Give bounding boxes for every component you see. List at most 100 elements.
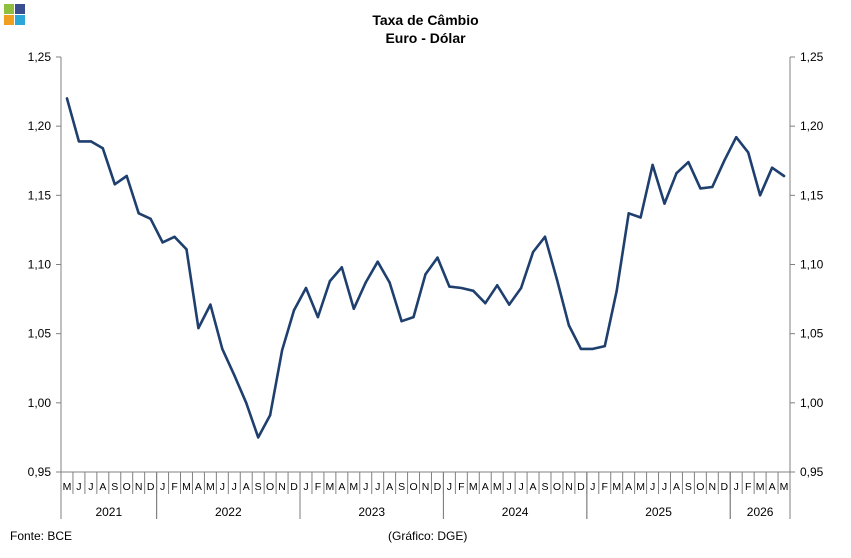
data-point <box>770 166 774 169</box>
chart-title: Taxa de Câmbio <box>372 12 479 28</box>
data-point <box>89 140 93 143</box>
data-point <box>256 436 260 439</box>
month-label: S <box>255 481 262 493</box>
data-point <box>567 324 571 327</box>
series-line <box>65 97 786 439</box>
month-label: J <box>363 481 368 493</box>
data-point <box>639 216 642 219</box>
month-label: N <box>709 481 717 493</box>
month-label: S <box>685 481 692 493</box>
month-label: J <box>303 481 308 493</box>
data-point <box>77 140 81 143</box>
month-label: J <box>590 481 595 493</box>
month-label: A <box>625 481 632 493</box>
month-label: N <box>278 481 286 493</box>
data-point <box>233 373 236 377</box>
month-label: J <box>507 481 512 493</box>
data-point <box>436 256 439 259</box>
year-label: 2024 <box>502 505 529 519</box>
month-label: M <box>63 481 72 493</box>
data-point <box>687 160 690 164</box>
data-point <box>328 279 332 283</box>
y-tick-label-right: 1,15 <box>800 188 824 202</box>
data-point <box>531 250 535 254</box>
data-point <box>484 302 487 305</box>
data-point <box>711 185 714 189</box>
data-point <box>496 284 499 287</box>
month-label: M <box>493 481 502 493</box>
data-point <box>448 285 451 288</box>
data-point <box>627 212 630 215</box>
data-point <box>304 286 308 290</box>
month-label: F <box>315 481 321 493</box>
year-label: 2025 <box>645 505 672 519</box>
month-label: M <box>780 481 789 493</box>
y-tick-label-left: 1,00 <box>28 396 52 410</box>
y-tick-label-left: 1,05 <box>28 327 52 341</box>
month-label: O <box>123 481 131 493</box>
month-label: A <box>482 481 489 493</box>
month-label: J <box>518 481 523 493</box>
data-point <box>161 241 164 244</box>
month-label: A <box>338 481 345 493</box>
data-point <box>340 266 344 269</box>
y-tick-label-right: 0,95 <box>800 465 824 479</box>
month-label: J <box>160 481 165 493</box>
y-tick-label-left: 1,10 <box>28 258 52 272</box>
month-label: D <box>577 481 585 493</box>
y-tick-label-left: 1,20 <box>28 119 52 133</box>
y-tick-label-left: 1,25 <box>28 50 52 64</box>
y-tick-label-right: 1,05 <box>800 327 824 341</box>
year-label: 2026 <box>747 505 774 519</box>
data-point <box>555 278 559 281</box>
month-label: A <box>243 481 250 493</box>
month-label: F <box>171 481 177 493</box>
data-point <box>209 303 212 306</box>
month-label: M <box>756 481 765 493</box>
data-point <box>280 349 284 352</box>
month-label: M <box>469 481 478 493</box>
month-label: S <box>398 481 405 493</box>
data-point <box>663 202 666 205</box>
data-point <box>472 289 475 292</box>
month-label: F <box>602 481 608 493</box>
month-label: M <box>206 481 215 493</box>
data-point <box>173 235 176 239</box>
data-point <box>699 187 702 190</box>
data-point <box>782 174 786 178</box>
month-label: O <box>266 481 274 493</box>
data-point <box>507 303 511 306</box>
month-label: N <box>422 481 430 493</box>
logo-icon <box>4 4 25 25</box>
data-point <box>268 414 272 417</box>
month-label: F <box>458 481 464 493</box>
data-point <box>579 347 583 351</box>
y-tick-label-right: 1,10 <box>800 258 824 272</box>
month-label: N <box>135 481 143 493</box>
month-label: M <box>326 481 335 493</box>
y-tick-label-left: 0,95 <box>28 465 52 479</box>
data-point <box>65 97 69 100</box>
month-label: M <box>349 481 358 493</box>
chart-subtitle: Euro - Dólar <box>385 30 466 46</box>
data-point <box>519 286 523 290</box>
data-point <box>352 307 355 310</box>
month-label: J <box>76 481 81 493</box>
month-label: O <box>696 481 704 493</box>
month-label: J <box>375 481 380 493</box>
month-label: J <box>650 481 655 493</box>
data-point <box>113 183 116 186</box>
data-point <box>746 151 750 154</box>
source-note: Fonte: BCE <box>10 529 73 543</box>
data-point <box>185 248 188 251</box>
month-label: A <box>195 481 202 493</box>
data-point <box>137 212 140 215</box>
month-label: A <box>673 481 680 493</box>
data-point <box>758 194 762 197</box>
data-point <box>651 163 654 167</box>
month-label: S <box>542 481 549 493</box>
credit-note: (Gráfico: DGE) <box>388 529 468 543</box>
data-point <box>125 174 128 178</box>
year-label: 2023 <box>358 505 385 519</box>
